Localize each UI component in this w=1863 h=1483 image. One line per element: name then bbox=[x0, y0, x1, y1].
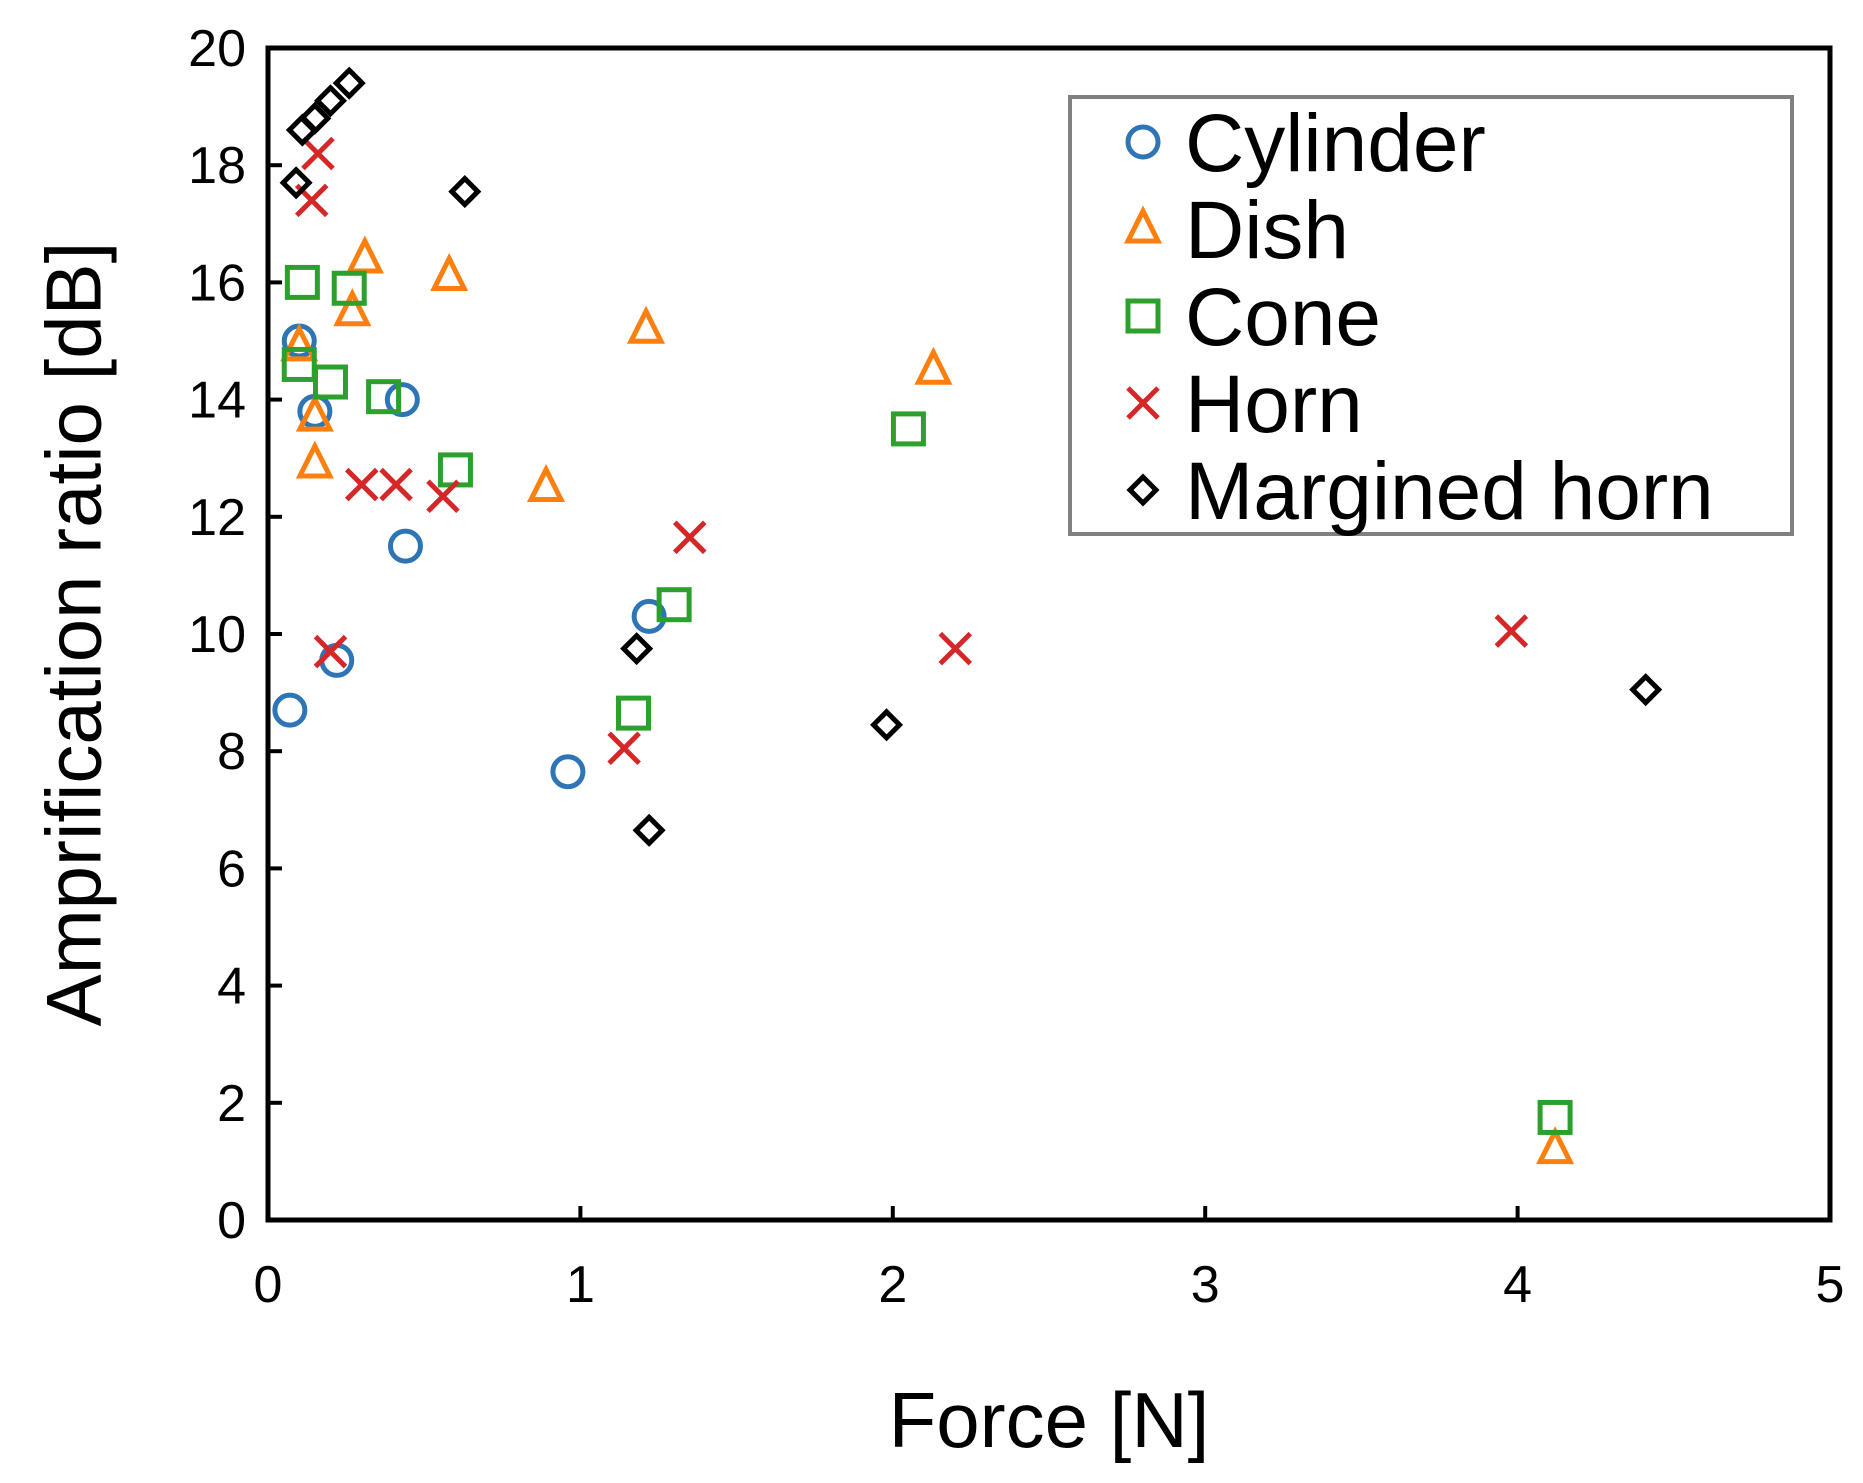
cylinder-point bbox=[631, 598, 667, 634]
y-tick-label: 2 bbox=[217, 1075, 246, 1133]
dish-point bbox=[430, 252, 469, 292]
cone-point bbox=[656, 587, 692, 623]
margined-horn-point bbox=[620, 632, 654, 666]
cone-point bbox=[284, 264, 320, 300]
margined-horn-point bbox=[298, 101, 332, 135]
legend-item-margined-horn: Margined horn bbox=[1126, 446, 1714, 537]
cylinder-point bbox=[384, 382, 420, 418]
legend-marker-dish bbox=[1123, 205, 1163, 244]
x-axis-title: Force [N] bbox=[889, 1376, 1210, 1464]
y-tick-label: 8 bbox=[217, 723, 246, 781]
legend-item-cylinder: Cylinder bbox=[1125, 98, 1486, 189]
legend-marker-horn bbox=[1126, 386, 1160, 420]
cone-point bbox=[331, 270, 367, 306]
data-layer bbox=[272, 66, 1663, 1165]
margined-horn-point bbox=[279, 166, 313, 200]
dish-point bbox=[280, 323, 319, 362]
dish-point bbox=[626, 305, 666, 344]
horn-point bbox=[344, 467, 379, 502]
series-margined-horn bbox=[279, 66, 1663, 847]
horn-point bbox=[1494, 614, 1529, 648]
y-tick-label: 14 bbox=[188, 372, 246, 430]
legend-marker-cylinder bbox=[1125, 124, 1161, 160]
margined-horn-point bbox=[870, 708, 904, 742]
legend-label-cone: Cone bbox=[1185, 272, 1381, 363]
series-horn bbox=[294, 136, 1529, 766]
legend-label-dish: Dish bbox=[1185, 185, 1349, 276]
cone-point bbox=[890, 411, 926, 447]
x-tick-label: 2 bbox=[878, 1256, 907, 1314]
y-tick-label: 12 bbox=[188, 489, 246, 547]
cylinder-point bbox=[550, 754, 586, 790]
legend-item-dish: Dish bbox=[1123, 185, 1349, 276]
x-tick-label: 0 bbox=[254, 1256, 283, 1314]
y-tick-label: 0 bbox=[217, 1192, 246, 1250]
margined-horn-point bbox=[632, 813, 666, 847]
margined-horn-point bbox=[332, 66, 366, 100]
cone-point bbox=[366, 379, 402, 415]
cone-point bbox=[281, 346, 317, 382]
margined-horn-point bbox=[1629, 673, 1663, 707]
legend-label-horn: Horn bbox=[1185, 359, 1363, 450]
y-tick-label: 10 bbox=[188, 606, 246, 664]
legend-marker-cone bbox=[1125, 298, 1161, 334]
x-tick-label: 4 bbox=[1503, 1256, 1532, 1314]
dish-point bbox=[295, 440, 334, 479]
margined-horn-point bbox=[448, 175, 482, 209]
cone-point bbox=[1537, 1099, 1573, 1135]
legend-item-cone: Cone bbox=[1125, 272, 1381, 363]
horn-point bbox=[313, 634, 348, 669]
series-cone bbox=[281, 264, 1573, 1135]
margined-horn-point bbox=[313, 84, 348, 118]
y-tick-label: 18 bbox=[188, 137, 246, 195]
x-tick-label: 3 bbox=[1191, 1256, 1220, 1314]
cylinder-point bbox=[272, 692, 308, 728]
dish-point bbox=[295, 393, 334, 432]
y-tick-label: 4 bbox=[217, 958, 246, 1016]
y-axis-title: Amprification ratio [dB] bbox=[30, 242, 118, 1027]
x-tick-label: 1 bbox=[566, 1256, 595, 1314]
cylinder-point bbox=[387, 528, 423, 564]
dish-point bbox=[914, 346, 953, 385]
dish-point bbox=[333, 288, 372, 327]
legend-marker-margined-horn bbox=[1126, 473, 1160, 507]
cone-point bbox=[616, 695, 652, 731]
horn-point bbox=[607, 731, 641, 766]
horn-point bbox=[426, 479, 460, 514]
dish-point bbox=[526, 463, 566, 502]
dish-point bbox=[1536, 1126, 1575, 1165]
horn-point bbox=[301, 136, 335, 171]
horn-point bbox=[379, 467, 413, 502]
horn-point bbox=[938, 631, 973, 666]
x-tick-label: 5 bbox=[1816, 1256, 1845, 1314]
legend-label-margined-horn: Margined horn bbox=[1185, 446, 1714, 537]
cone-point bbox=[312, 364, 348, 400]
legend-item-horn: Horn bbox=[1126, 359, 1363, 450]
y-tick-label: 20 bbox=[188, 20, 246, 78]
legend-label-cylinder: Cylinder bbox=[1185, 98, 1486, 189]
y-tick-label: 16 bbox=[188, 254, 246, 312]
y-tick-label: 6 bbox=[217, 840, 246, 898]
horn-point bbox=[672, 520, 707, 555]
legend-box bbox=[1068, 95, 1794, 536]
